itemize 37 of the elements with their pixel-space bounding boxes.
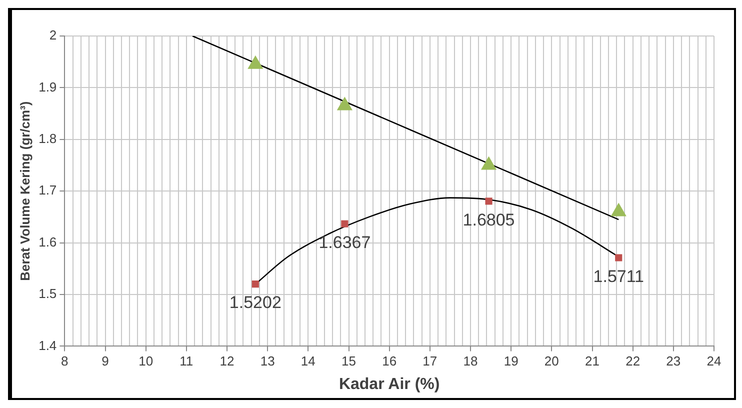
x-tick-label: 21 (585, 354, 600, 369)
x-tick-label: 13 (260, 354, 275, 369)
y-tick-label: 1.5 (38, 286, 57, 302)
y-tick-label: 1.7 (38, 182, 57, 198)
x-tick-label: 12 (220, 354, 234, 369)
x-tick-label: 18 (463, 354, 478, 369)
x-tick-label: 24 (706, 354, 722, 369)
point (336, 96, 352, 110)
point (252, 280, 259, 288)
data-label: 1.6367 (318, 233, 371, 252)
y-tick-label: 1.9 (38, 79, 57, 94)
point (341, 220, 348, 228)
x-tick-label: 23 (666, 354, 681, 369)
point (248, 55, 264, 69)
y-axis-title: Berat Volume Kering (gr/cm³) (17, 101, 32, 281)
point (615, 254, 622, 262)
y-tick-label: 1.4 (38, 338, 57, 353)
x-tick-label: 14 (300, 354, 316, 369)
x-tick-label: 10 (138, 354, 154, 369)
x-tick-label: 17 (422, 354, 438, 369)
y-tick-label: 1.8 (38, 130, 57, 146)
x-tick-label: 15 (342, 354, 356, 369)
data-label: 1.5711 (593, 266, 644, 286)
y-tick-label: 1.6 (38, 234, 57, 250)
data-label: 1.6805 (462, 210, 515, 230)
x-tick-label: 20 (544, 354, 559, 369)
x-tick-label: 9 (102, 354, 109, 369)
point (480, 156, 497, 170)
point (485, 198, 492, 205)
x-tick-label: 11 (180, 354, 194, 369)
x-tick-label: 16 (382, 354, 397, 369)
x-tick-label: 22 (626, 354, 640, 369)
data-label: 1.5202 (229, 293, 282, 312)
x-tick-label: 19 (504, 354, 518, 369)
x-axis-title: Kadar Air (%) (338, 376, 440, 393)
x-tick-label: 8 (61, 354, 68, 369)
y-tick-label: 2 (49, 28, 57, 43)
